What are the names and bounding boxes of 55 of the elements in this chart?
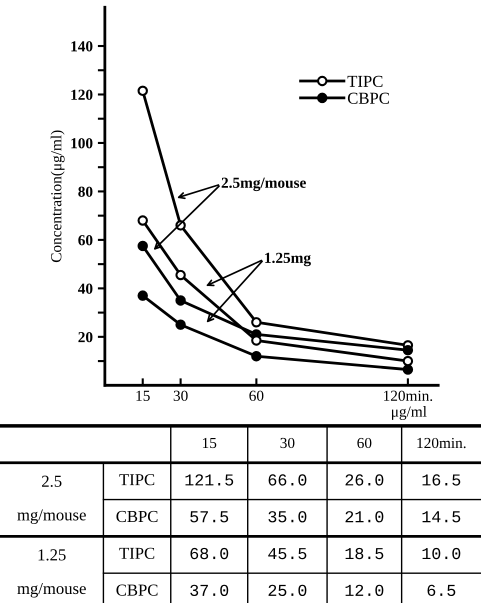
text: 18.5 — [346, 548, 384, 560]
point — [175, 295, 186, 306]
text: 21.0 — [346, 511, 384, 522]
text: 25.0 — [268, 584, 306, 596]
text: 12.0 — [346, 584, 384, 596]
text: 6.5 — [428, 584, 456, 596]
point — [251, 351, 262, 362]
text: 26.0 — [346, 474, 384, 486]
y-tick-label: 120 — [71, 90, 92, 100]
text: CBPC — [116, 584, 158, 596]
point — [138, 215, 148, 226]
text: μg/ml — [392, 406, 427, 420]
text: 57.5 — [190, 511, 228, 522]
point — [402, 344, 414, 356]
annotation: 2.5mg/mouse — [222, 178, 306, 192]
text: 35.0 — [268, 511, 306, 522]
text: 1.25 mg/mouse — [17, 549, 86, 598]
category-label: 60 — [357, 438, 372, 448]
category-label: 15 — [202, 438, 216, 448]
category-label: 120min. — [417, 438, 466, 448]
point — [402, 356, 414, 366]
y-tick-label: 80 — [78, 186, 92, 197]
point — [138, 240, 148, 252]
text: 2.5 mg/mouse — [17, 476, 86, 524]
text: 37.0 — [190, 584, 228, 596]
point — [402, 364, 414, 375]
point — [138, 86, 148, 96]
y-tick-label: 60 — [78, 235, 92, 246]
text: 10.0 — [422, 548, 460, 560]
category-label: 30 — [280, 438, 294, 448]
text: 45.5 — [268, 548, 306, 560]
y-tick-label: 140 — [71, 41, 92, 52]
text: 68.0 — [190, 548, 228, 560]
legend-label: CBPC — [348, 92, 389, 104]
x-tick-label: 30 — [174, 390, 188, 401]
y-tick-label: 40 — [78, 284, 92, 294]
y-tick-label: 100 — [71, 138, 92, 148]
text: TIPC — [119, 474, 154, 486]
text: 16.5 — [422, 474, 460, 486]
text: 14.5 — [422, 511, 460, 522]
legend-label: TIPC — [348, 76, 382, 87]
x-tick-label: 15 — [136, 390, 150, 401]
text: CBPC — [116, 510, 158, 522]
y-axis-title: Concentration(μg/ml) — [50, 130, 65, 262]
text: 121.5 — [185, 474, 234, 486]
x-tick-label: 60 — [249, 390, 264, 401]
x-tick-label: 120min. — [384, 390, 432, 401]
text: 66.0 — [268, 474, 306, 486]
text: TIPC — [119, 548, 154, 559]
point — [175, 270, 186, 280]
point — [138, 290, 148, 301]
annotation: 1.25mg — [265, 252, 311, 266]
point — [251, 317, 262, 328]
point — [175, 320, 186, 330]
y-tick-label: 20 — [78, 332, 92, 342]
